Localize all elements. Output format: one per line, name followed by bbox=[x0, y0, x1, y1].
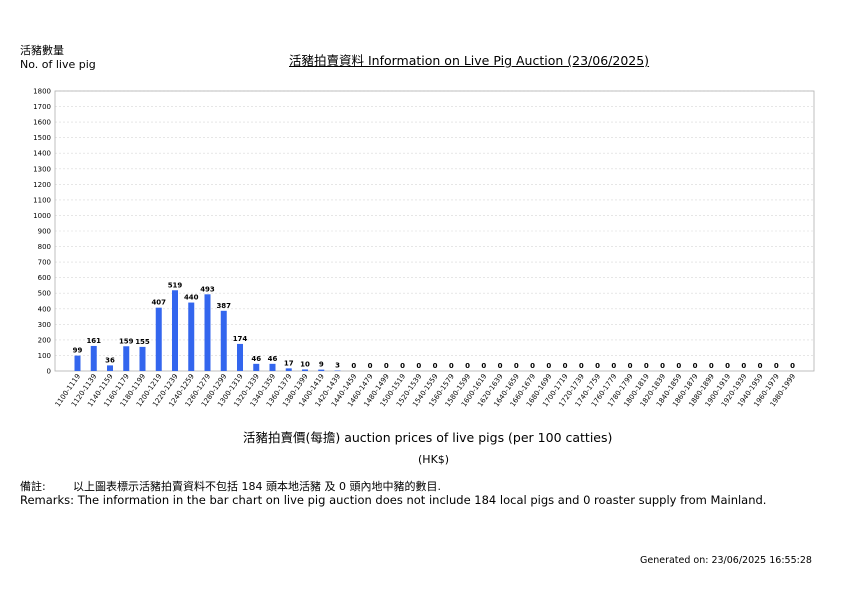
bar-value-label: 0 bbox=[758, 362, 763, 370]
bar-value-label: 3 bbox=[335, 362, 340, 370]
bar-value-label: 0 bbox=[384, 362, 389, 370]
y-tick-label: 600 bbox=[38, 274, 51, 282]
y-tick-label: 100 bbox=[38, 352, 51, 360]
bar-value-label: 46 bbox=[268, 355, 278, 363]
bar-value-label: 0 bbox=[368, 362, 373, 370]
x-axis-unit: (HK$) bbox=[418, 453, 450, 466]
bar-value-label: 0 bbox=[433, 362, 438, 370]
bar-value-label: 0 bbox=[741, 362, 746, 370]
bar-value-label: 174 bbox=[233, 335, 248, 343]
bar bbox=[139, 346, 146, 371]
bar bbox=[237, 343, 243, 371]
remarks-text-en: Remarks: The information in the bar char… bbox=[20, 493, 767, 507]
bar bbox=[155, 307, 162, 371]
bar-value-label: 0 bbox=[611, 362, 616, 370]
bar bbox=[269, 363, 276, 371]
bar-value-label: 407 bbox=[151, 299, 166, 307]
bar-value-label: 99 bbox=[73, 347, 83, 355]
bar-value-label: 0 bbox=[693, 362, 698, 370]
bar-value-label: 36 bbox=[105, 356, 115, 364]
bar bbox=[220, 310, 227, 371]
bar-value-label: 0 bbox=[660, 362, 665, 370]
y-tick-label: 500 bbox=[38, 290, 51, 298]
bar-value-label: 0 bbox=[628, 362, 633, 370]
bar-value-label: 0 bbox=[709, 362, 714, 370]
y-tick-label: 1800 bbox=[33, 88, 51, 96]
y-tick-label: 400 bbox=[38, 305, 51, 313]
y-tick-label: 1700 bbox=[33, 103, 51, 111]
bar bbox=[188, 302, 195, 371]
bar bbox=[204, 294, 211, 371]
bar-value-label: 10 bbox=[300, 360, 310, 368]
bar bbox=[74, 355, 81, 371]
bar-value-label: 493 bbox=[200, 285, 215, 293]
plot-frame bbox=[54, 90, 815, 372]
bar-value-label: 0 bbox=[644, 362, 649, 370]
y-axis-label-cn: 活豬數量 bbox=[20, 44, 64, 57]
bar-value-label: 0 bbox=[530, 362, 535, 370]
bar-value-label: 0 bbox=[725, 362, 730, 370]
bar-value-label: 0 bbox=[465, 362, 470, 370]
bar-value-label: 0 bbox=[546, 362, 551, 370]
bar-value-label: 0 bbox=[514, 362, 519, 370]
y-tick-label: 1000 bbox=[33, 212, 51, 220]
bar-value-label: 0 bbox=[774, 362, 779, 370]
bar-value-label: 0 bbox=[351, 362, 356, 370]
bar-value-label: 0 bbox=[400, 362, 405, 370]
bar-value-label: 46 bbox=[251, 355, 261, 363]
bar bbox=[172, 290, 178, 371]
bar-value-label: 161 bbox=[86, 337, 101, 345]
y-tick-label: 700 bbox=[38, 259, 51, 267]
bar-value-label: 9 bbox=[319, 361, 324, 369]
bar bbox=[90, 345, 97, 371]
bar bbox=[285, 368, 292, 371]
y-tick-label: 900 bbox=[38, 228, 51, 236]
y-tick-label: 0 bbox=[47, 368, 51, 376]
bar-value-label: 0 bbox=[595, 362, 600, 370]
bar bbox=[318, 369, 325, 371]
generated-timestamp: Generated on: 23/06/2025 16:55:28 bbox=[640, 555, 812, 566]
y-tick-label: 1600 bbox=[33, 119, 51, 127]
bar-value-label: 17 bbox=[284, 359, 294, 367]
bar-value-label: 0 bbox=[563, 362, 568, 370]
bar-chart: 0100200300400500600700800900100011001200… bbox=[33, 88, 815, 408]
bar-value-label: 0 bbox=[790, 362, 795, 370]
y-tick-label: 1400 bbox=[33, 150, 51, 158]
y-tick-label: 800 bbox=[38, 243, 51, 251]
remarks-text-cn: 以上圖表標示活豬拍賣資料不包括 184 頭本地活豬 及 0 頭內地中豬的數目. bbox=[73, 480, 441, 493]
bar-value-label: 0 bbox=[481, 362, 486, 370]
y-tick-label: 200 bbox=[38, 336, 51, 344]
bar-value-label: 387 bbox=[216, 302, 231, 310]
bar-value-label: 519 bbox=[168, 281, 183, 289]
bar-value-label: 0 bbox=[449, 362, 454, 370]
bar-value-label: 155 bbox=[135, 338, 150, 346]
chart-title: 活豬拍賣資料 Information on Live Pig Auction (… bbox=[289, 53, 650, 68]
y-tick-label: 300 bbox=[38, 321, 51, 329]
bar bbox=[107, 365, 113, 371]
bar bbox=[253, 363, 260, 371]
bar-value-label: 0 bbox=[498, 362, 503, 370]
y-tick-label: 1500 bbox=[33, 134, 51, 142]
bar-value-label: 0 bbox=[416, 362, 421, 370]
bar-value-label: 0 bbox=[676, 362, 681, 370]
remarks-label-cn: 備註: bbox=[20, 480, 46, 493]
bar bbox=[302, 369, 308, 371]
bar-value-label: 159 bbox=[119, 337, 134, 345]
y-tick-label: 1300 bbox=[33, 165, 51, 173]
y-axis-label-en: No. of live pig bbox=[20, 58, 96, 71]
x-axis-title: 活豬拍賣價(每擔) auction prices of live pigs (p… bbox=[243, 430, 613, 445]
bar bbox=[123, 346, 130, 371]
y-tick-label: 1200 bbox=[33, 181, 51, 189]
bar-value-label: 440 bbox=[184, 294, 199, 302]
bar-value-label: 0 bbox=[579, 362, 584, 370]
y-tick-label: 1100 bbox=[33, 196, 51, 204]
